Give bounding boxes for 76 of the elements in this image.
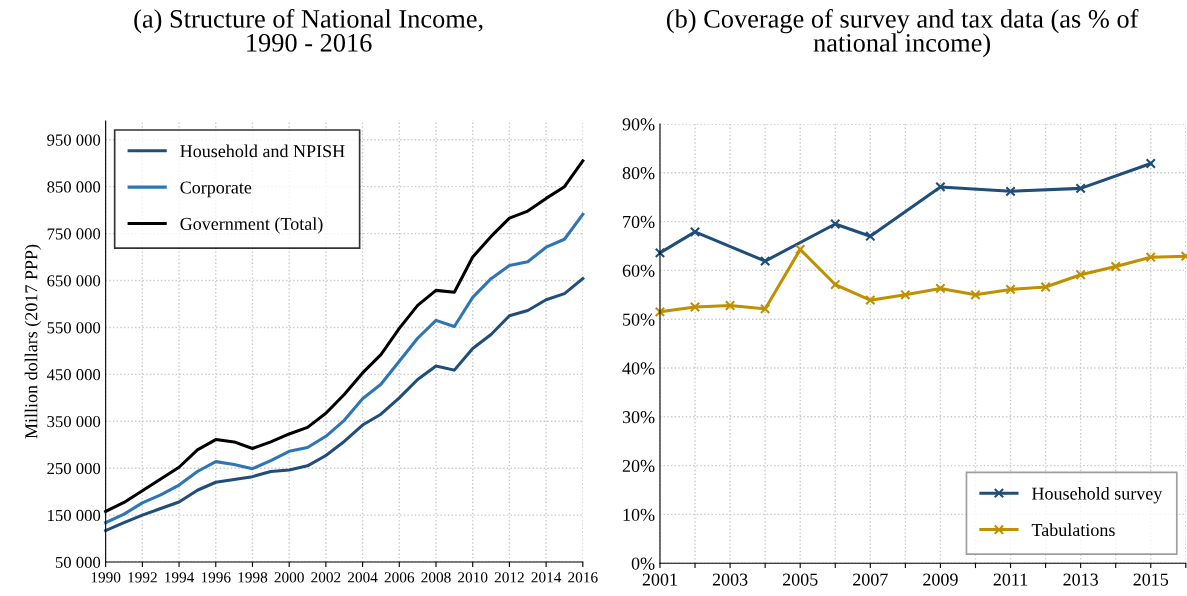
y-tick-label: 550 000 [47,322,101,334]
y-tick-label: 650 000 [47,275,101,287]
y-tick-label: 10% [623,508,655,521]
x-tick-label: 2004 [347,572,378,583]
y-tick-label: 850 000 [47,181,101,193]
y-tick-label: 750 000 [47,228,101,240]
x-tick-label: 2002 [311,572,341,583]
x-tick-label: 1992 [128,572,157,583]
legend-label: Household and NPISH [180,144,345,158]
x-tick-label: 2006 [384,572,415,583]
point [900,289,911,300]
point [1040,281,1051,293]
point [970,289,981,300]
legend-label: Tabulations [1031,523,1115,537]
point [689,301,701,313]
point [1005,284,1016,295]
x-tick-label: 2015 [1133,573,1169,586]
y-tick-label: 950 000 [47,134,101,146]
y-tick-label: 50 000 [55,556,101,568]
chart-title: (b) Coverage of survey and tax data (as % of national income) [666,8,1139,58]
x-tick-label: 1994 [165,572,195,583]
x-tick-label: 2010 [458,572,488,583]
x-tick-label: 2000 [274,572,304,583]
y-tick-label: 20% [622,459,655,473]
point [1110,261,1121,272]
point [1145,252,1156,263]
y-tick-label: 90% [622,118,655,131]
y-tick-label: 450 000 [46,369,101,381]
x-tick-label: 2012 [494,572,524,583]
point [935,181,946,193]
point [865,294,876,306]
legend-label: Government (Total) [180,217,323,234]
point [830,279,841,290]
point [1075,183,1086,194]
y-tick-label: 50% [623,313,655,326]
point [759,255,771,267]
y-tick-label: 70% [623,215,655,229]
x-tick-label: 2007 [853,573,888,586]
line-series [104,212,585,525]
point [654,247,666,259]
legend-label: Corporate [180,181,252,198]
y-tick-label: 150 000 [48,509,101,522]
point [1145,158,1156,169]
y-tick-label: 80% [622,167,655,180]
y-tick-label: 60% [622,264,655,277]
x-tick-label: 2011 [993,573,1028,586]
x-tick-label: 2016 [568,572,598,583]
y-tick-label: 40% [622,362,655,375]
y-axis-title: Million dollars (2017 PPP) [24,244,42,439]
x-tick-label: 2009 [923,573,958,586]
point [1005,186,1016,197]
y-tick-label: 250 000 [47,462,101,475]
point [865,231,876,242]
point [654,306,666,318]
point [794,244,806,255]
x-tick-label: 1998 [238,572,268,583]
y-tick-label: 30% [622,411,655,424]
y-tick-label: 0% [631,557,655,570]
legend-label: Household survey [1031,486,1163,504]
y-tick-label: 350 000 [47,415,101,428]
x-tick-label: 2001 [642,573,677,586]
x-tick-label: 1996 [201,572,231,583]
x-tick-label: 2013 [1063,573,1098,586]
x-tick-label: 2014 [531,572,562,583]
x-tick-label: 1990 [91,572,121,583]
chart-title: (a) Structure of National Income, 1990 - 2016 [134,8,483,52]
line-series [104,277,585,533]
point [935,283,946,294]
point [724,300,736,311]
point [689,226,701,238]
point [830,218,841,230]
x-tick-label: 2003 [712,573,748,586]
point [759,303,771,315]
point [1075,269,1086,280]
x-tick-label: 2005 [782,573,818,586]
x-tick-label: 2008 [421,572,451,583]
